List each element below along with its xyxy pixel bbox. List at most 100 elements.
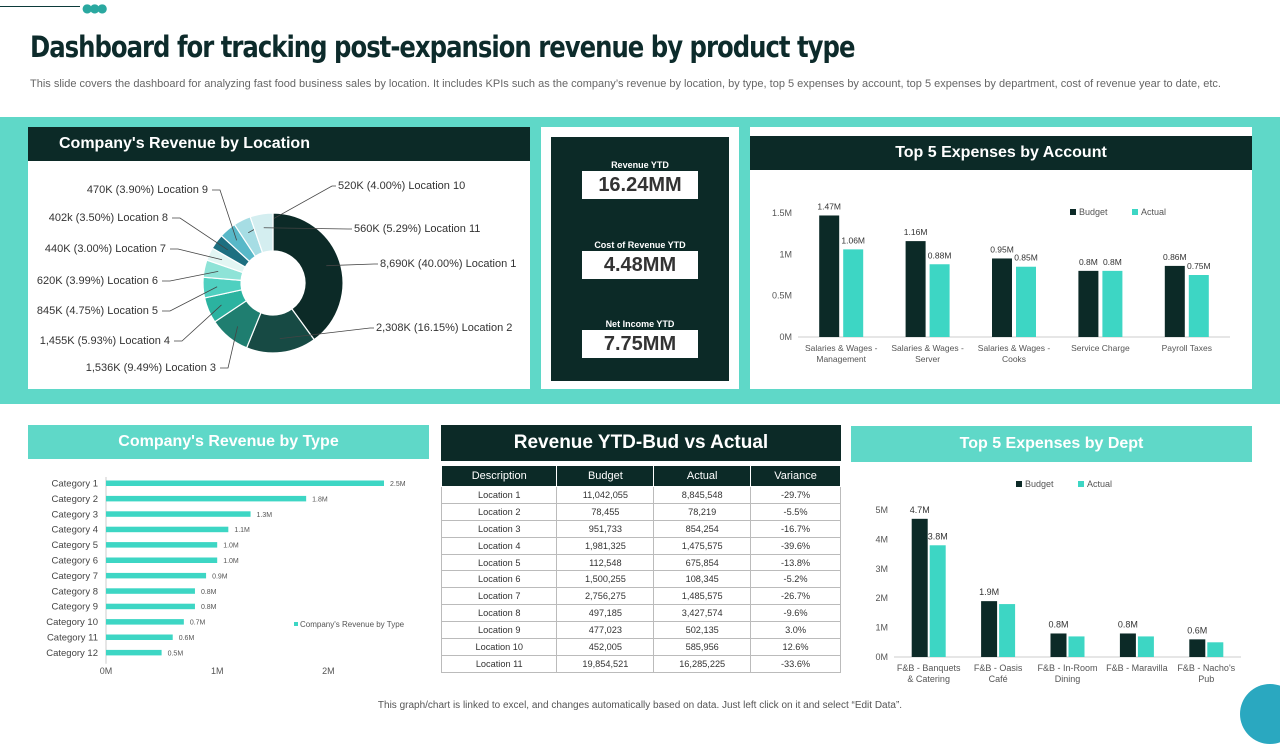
x-category-label: Pub [1198, 674, 1214, 684]
pie-leader-line [162, 271, 219, 282]
x-category-label: Service Charge [1071, 343, 1130, 353]
table-row: Location 4 1,981,325 1,475,575 -39.6% [440, 536, 841, 555]
revenue-by-type-chart[interactable]: Category 1 2.5M Category 2 1.8M Category 3 1.… [28, 465, 429, 690]
y-tick-label: 0.5M [772, 291, 792, 301]
bar-actual [843, 249, 864, 337]
panel-header: Revenue YTD-Bud vs Actual [441, 425, 841, 461]
bar [106, 588, 195, 594]
bar-data-label: 2.5M [390, 481, 406, 488]
y-category-label: Category 1 [52, 479, 98, 490]
bar-data-label: 0.75M [1187, 261, 1211, 271]
pie-slice-label: 2,308K (16.15%) Location 2 [376, 322, 512, 334]
pie-slice-label: 520K (4.00%) Location 10 [338, 180, 465, 192]
table-column-header: Actual [653, 465, 752, 487]
table-row: Location 2 78,455 78,219 -5.5% [440, 502, 841, 521]
x-category-label: F&B - Banquets [897, 663, 961, 673]
bar [106, 542, 218, 548]
bar-budget [911, 518, 928, 657]
bar-data-label: 0.85M [1014, 253, 1038, 263]
bar-actual [1207, 642, 1224, 657]
table-cell: -9.6% [750, 604, 841, 623]
kpi-value-net-income: 7.75MM [582, 330, 698, 358]
x-category-label: Management [816, 354, 866, 364]
table-row: Location 5 112,548 675,854 -13.8% [440, 553, 841, 572]
expenses-by-dept-header-wrap: Top 5 Expenses by Dept [851, 426, 1252, 462]
bar-data-label: 1.16M [904, 227, 928, 237]
legend-label: Company's Revenue by Type [300, 620, 405, 629]
pie-slice-label: 1,536K (9.49%) Location 3 [86, 362, 216, 374]
bar [106, 480, 384, 486]
y-tick-label: 2M [875, 593, 888, 603]
table-cell: Location 8 [440, 604, 558, 623]
table-column-header: Description [440, 465, 558, 487]
pie-leader-line [279, 327, 374, 339]
y-category-label: Category 7 [52, 571, 98, 582]
bar-budget [1164, 265, 1185, 337]
table-row: Location 3 951,733 854,254 -16.7% [440, 519, 841, 538]
bar-data-label: 1.06M [841, 235, 865, 245]
bar [106, 603, 195, 610]
panel-header: Top 5 Expenses by Dept [851, 426, 1252, 462]
expenses-by-dept-chart[interactable]: 0M 1M 2M 3M 4M 5M 4.7M 3.8M F&B - Banquets& Cate… [851, 465, 1252, 695]
bar-data-label: 1.3M [257, 512, 273, 519]
table-cell: 497,185 [556, 604, 655, 623]
legend-swatch [1016, 481, 1022, 487]
table-cell: 452,005 [556, 638, 655, 656]
table-cell: 2,756,275 [556, 587, 655, 606]
bar-actual [999, 604, 1016, 657]
pie-slice-label: 560K (5.29%) Location 11 [354, 223, 480, 235]
x-category-label: Payroll Taxes [1162, 343, 1212, 353]
pie-leader-line [162, 286, 218, 312]
table-row: Location 8 497,185 3,427,574 -9.6% [440, 604, 841, 623]
table-cell: 112,548 [556, 553, 655, 572]
x-category-label: F&B - In-Room [1037, 663, 1097, 673]
bar-data-label: 1.1M [234, 527, 250, 534]
table-cell: -5.5% [750, 502, 841, 521]
table-cell: -39.6% [750, 536, 841, 555]
bar-data-label: 0.86M [1163, 252, 1187, 262]
x-category-label: Cooks [1002, 354, 1026, 364]
panel-header: Top 5 Expenses by Account [750, 136, 1252, 170]
table-cell: 16,285,225 [653, 654, 752, 673]
table-column-header: Variance [750, 465, 841, 487]
bar-data-label: 0.8M [1048, 619, 1068, 629]
table-cell: -33.6% [750, 654, 841, 673]
bar-data-label: 4.7M [910, 505, 930, 515]
bar-data-label: 0.8M [1103, 257, 1122, 267]
x-category-label: Salaries & Wages - [978, 343, 1051, 353]
table-cell: 78,455 [556, 502, 655, 521]
kpi-label-net-income: Net Income YTD [605, 319, 675, 329]
legend-label: Actual [1087, 479, 1112, 489]
expenses-by-account-chart[interactable]: 0M 0.5M 1M 1.5M 1.47M 1.06M Salaries & Wages -… [750, 170, 1252, 389]
pie-slice-label: 440K (3.00%) Location 7 [45, 243, 166, 255]
bar-data-label: 1.9M [979, 587, 999, 597]
table-cell: 477,023 [556, 621, 655, 640]
bar-data-label: 0.5M [168, 650, 184, 657]
legend-label: Budget [1025, 479, 1054, 489]
table-cell: 502,135 [653, 621, 752, 640]
pie-slice-label: 470K (3.90%) Location 9 [87, 184, 208, 196]
bar-budget [1078, 270, 1099, 337]
revenue-by-location-donut[interactable]: 8,690K (40.00%) Location 1 2,308K (16.15%… [28, 161, 530, 389]
kpi-label-cost: Cost of Revenue YTD [594, 240, 686, 250]
legend-label: Budget [1079, 207, 1108, 217]
table-cell: Location 5 [440, 553, 558, 572]
x-tick-label: 1M [211, 666, 224, 676]
table-row: Location 7 2,756,275 1,485,575 -26.7% [440, 587, 841, 606]
legend-swatch [1070, 209, 1076, 215]
x-category-label: Server [915, 354, 940, 364]
bar-data-label: 0.8M [201, 589, 217, 596]
bar [106, 619, 184, 625]
table-cell: -13.8% [750, 553, 841, 572]
kpi-panel: Revenue YTD 16.24MM Cost of Revenue YTD … [541, 127, 739, 389]
bar-actual [929, 264, 950, 337]
bar [106, 649, 162, 656]
legend-swatch [294, 622, 298, 626]
revenue-table-wrap: Description Budget Actual Variance Location… [440, 465, 841, 673]
table-cell: Location 6 [440, 570, 558, 589]
table-cell: -26.7% [750, 587, 841, 606]
table-cell: 78,219 [653, 502, 752, 521]
bar-data-label: 3.8M [928, 531, 948, 541]
y-category-label: Category 3 [52, 509, 98, 520]
pie-leader-line [174, 304, 222, 342]
